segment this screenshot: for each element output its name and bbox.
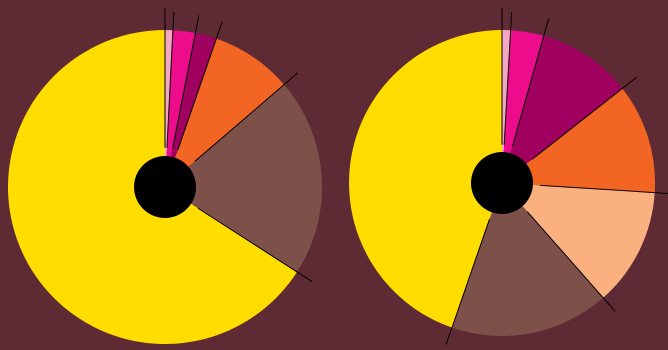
pie-slice [502, 183, 655, 298]
pie-slice [165, 38, 285, 187]
leader-line [531, 76, 637, 160]
pie-chart-2 [349, 8, 668, 345]
pie-slice [165, 84, 323, 272]
leader-line [526, 211, 616, 312]
pie-center-hole [471, 152, 533, 214]
leader-line [445, 218, 490, 345]
leader-line [503, 12, 513, 145]
pie-slice [349, 30, 502, 328]
pie-slice [502, 88, 656, 193]
leader-line [197, 207, 313, 283]
leader-line [166, 12, 175, 148]
leader-line [172, 15, 200, 149]
leader-line [511, 18, 550, 147]
pie-slice [502, 35, 623, 184]
pie-slice [451, 183, 604, 336]
leader-line [177, 21, 223, 151]
pie-chart-1 [8, 8, 323, 344]
leader-line [194, 72, 299, 162]
pie-center-hole [134, 156, 196, 218]
leader-line [540, 184, 668, 194]
